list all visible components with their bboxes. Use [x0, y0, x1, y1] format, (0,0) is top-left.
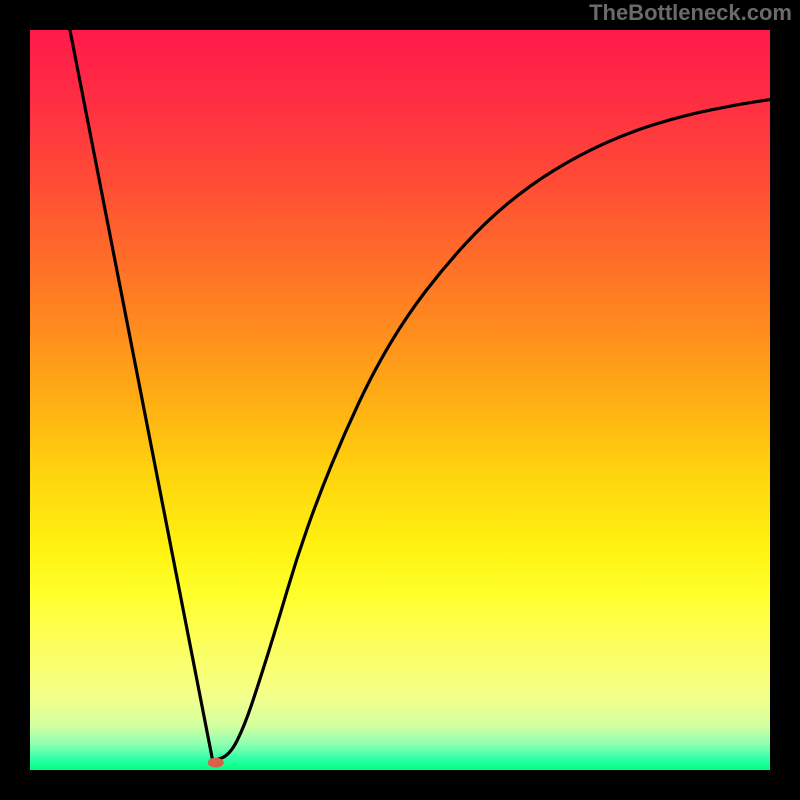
attribution-label: TheBottleneck.com — [589, 0, 792, 26]
chart-container: TheBottleneck.com — [0, 0, 800, 800]
bottleneck-curve — [70, 30, 770, 761]
plot-area — [30, 30, 770, 770]
curve-layer — [30, 30, 770, 770]
minimum-marker — [208, 758, 224, 768]
